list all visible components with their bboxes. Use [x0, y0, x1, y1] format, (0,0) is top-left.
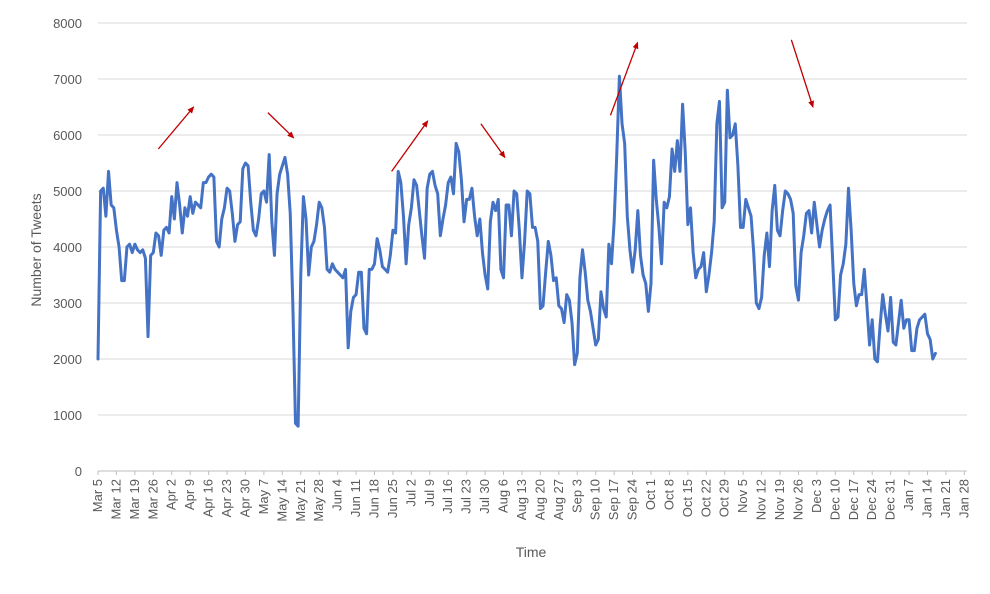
x-tick-label: Jan 7: [901, 479, 916, 511]
y-tick-label: 0: [75, 464, 82, 479]
x-tick-label: Jun 25: [385, 479, 400, 518]
x-tick-label: Nov 26: [790, 479, 805, 520]
y-axis-title: Number of Tweets: [28, 193, 44, 306]
y-tick-label: 2000: [53, 352, 82, 367]
x-tick-label: Oct 22: [698, 479, 713, 517]
x-axis-title: Time: [516, 544, 547, 560]
x-tick-label: Nov 5: [735, 479, 750, 513]
trend-arrow-up: [391, 120, 429, 172]
x-tick-label: Dec 17: [846, 479, 861, 520]
x-tick-label: Aug 13: [514, 479, 529, 520]
x-tick-label: Nov 12: [754, 479, 769, 520]
trend-arrows: [157, 39, 814, 172]
y-tick-label: 1000: [53, 408, 82, 423]
y-tick-label: 5000: [53, 184, 82, 199]
y-tick-label: 6000: [53, 128, 82, 143]
x-tick-label: Sep 24: [625, 479, 640, 520]
x-tick-label: May 14: [274, 479, 289, 522]
x-tick-label: Aug 20: [532, 479, 547, 520]
x-tick-label: Mar 5: [90, 479, 105, 512]
x-tick-label: Oct 8: [661, 479, 676, 510]
trend-arrow-up: [157, 106, 195, 150]
series-layer: [96, 74, 937, 428]
x-tick-label: Apr 9: [182, 479, 197, 510]
x-tick-label: Apr 16: [201, 479, 216, 517]
x-tick-label: Apr 30: [237, 479, 252, 517]
x-tick-label: Oct 29: [717, 479, 732, 517]
x-tick-label: Aug 27: [551, 479, 566, 520]
x-tick-label: Dec 31: [883, 479, 898, 520]
x-tick-label: Jul 9: [422, 479, 437, 506]
x-tick-label: Jun 4: [330, 479, 345, 511]
trend-arrow-down: [267, 112, 295, 139]
x-tick-label: Jul 16: [440, 479, 455, 514]
y-tick-label: 3000: [53, 296, 82, 311]
x-tick-label: Dec 3: [809, 479, 824, 513]
x-tick-label: Jul 23: [459, 479, 474, 514]
x-tick-label: Jan 28: [956, 479, 971, 518]
x-tick-label: Jan 14: [920, 479, 935, 518]
x-tick-label: May 28: [311, 479, 326, 522]
x-tick-label: Jan 21: [938, 479, 953, 518]
x-tick-label: Aug 6: [496, 479, 511, 513]
x-tick-label: Sep 10: [588, 479, 603, 520]
x-tick-label: May 21: [293, 479, 308, 522]
x-tick-label: May 7: [256, 479, 271, 514]
x-tick-label: Nov 19: [772, 479, 787, 520]
x-axis-ticks: Mar 5 Mar 12 Mar 19 Mar 26 Apr 2 Apr 9 Apr 16 A…: [90, 471, 971, 522]
x-tick-label: Sep 17: [606, 479, 621, 520]
y-tick-label: 7000: [53, 72, 82, 87]
x-tick-label: Dec 10: [827, 479, 842, 520]
trend-arrow-down: [480, 123, 506, 159]
x-tick-label: Sep 3: [569, 479, 584, 513]
x-tick-label: Dec 24: [864, 479, 879, 520]
y-axis-ticks: 0 1000 2000 3000 4000 5000 6000 7000 8000: [53, 16, 82, 479]
gridlines: [98, 22, 967, 472]
x-tick-label: Mar 12: [108, 479, 123, 519]
y-tick-label: 4000: [53, 240, 82, 255]
series-line: [96, 74, 937, 428]
trend-arrow-up: [609, 41, 639, 116]
x-tick-label: Apr 23: [219, 479, 234, 517]
x-tick-label: Oct 1: [643, 479, 658, 510]
trend-arrow-down: [790, 39, 814, 108]
x-tick-label: Jul 2: [403, 479, 418, 506]
x-tick-label: Jun 11: [348, 479, 363, 517]
x-tick-label: Apr 2: [164, 479, 179, 510]
x-tick-label: Jul 30: [477, 479, 492, 514]
y-tick-label: 8000: [53, 16, 82, 31]
x-tick-label: Oct 15: [680, 479, 695, 517]
x-tick-label: Mar 19: [127, 479, 142, 519]
x-tick-label: Jun 18: [367, 479, 382, 518]
x-tick-label: Mar 26: [145, 479, 160, 519]
